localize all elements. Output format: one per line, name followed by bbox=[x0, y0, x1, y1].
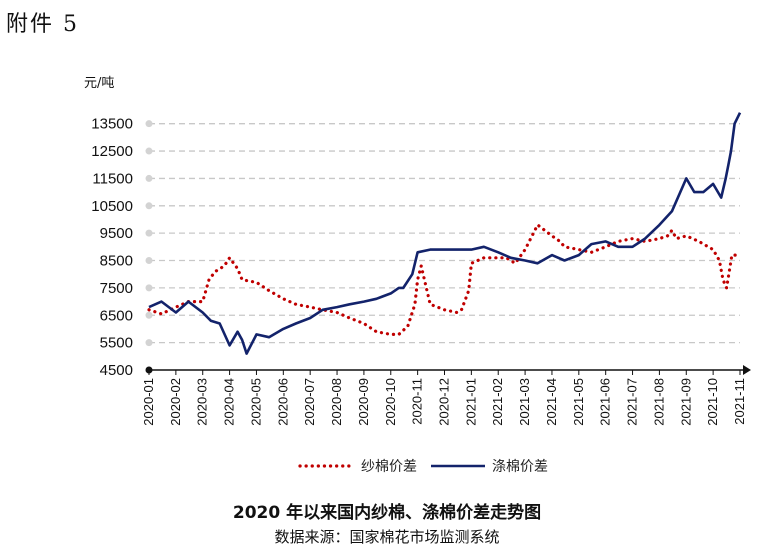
x-tick-label: 2021-05 bbox=[571, 378, 586, 426]
series-line-0 bbox=[147, 223, 742, 336]
series-layer bbox=[147, 112, 742, 355]
y-tick-dot bbox=[145, 174, 153, 182]
y-tick-label: 9500 bbox=[100, 225, 133, 242]
x-tick-label: 2020-03 bbox=[195, 378, 210, 426]
x-tick-label: 2020-02 bbox=[168, 378, 183, 426]
x-tick-label: 2021-08 bbox=[651, 378, 666, 426]
x-tick-label: 2020-12 bbox=[437, 378, 452, 426]
legend: 纱棉价差 涤棉价差 bbox=[298, 458, 548, 475]
x-tick-label: 2020-04 bbox=[222, 378, 237, 426]
chart-title: 2020 年以来国内纱棉、涤棉价差走势图 bbox=[232, 503, 542, 523]
y-tick-dot bbox=[145, 202, 153, 210]
legend-label-yarn-cotton: 纱棉价差 bbox=[361, 458, 417, 475]
x-tick-label: 2021-10 bbox=[705, 378, 720, 426]
x-tick-label: 2020-08 bbox=[329, 378, 344, 426]
y-tick-label: 13500 bbox=[91, 116, 133, 133]
x-axis-arrow bbox=[743, 365, 751, 375]
y-tick-label: 12500 bbox=[91, 143, 133, 160]
y-tick-label: 11500 bbox=[92, 170, 133, 187]
y-tick-dot bbox=[145, 120, 153, 128]
x-tick-label: 2021-01 bbox=[463, 378, 478, 426]
y-axis: 4500 5500 6500 7500 8500 9500 10500 11500 12500 1… bbox=[91, 116, 133, 379]
y-tick-label: 10500 bbox=[91, 198, 133, 215]
y-tick-dot bbox=[145, 311, 153, 319]
chart-source: 数据来源：国家棉花市场监测系统 bbox=[274, 528, 500, 546]
y-tick-label: 8500 bbox=[100, 253, 133, 270]
y-tick-dot bbox=[145, 257, 153, 265]
grid-layer bbox=[145, 120, 740, 374]
y-axis-unit: 元/吨 bbox=[84, 76, 114, 91]
x-tick-label: 2020-01 bbox=[141, 378, 156, 426]
x-tick-label: 2020-06 bbox=[275, 378, 290, 426]
x-axis: 2020-01 2020-02 2020-03 2020-04 2020-05 2020-… bbox=[141, 365, 751, 426]
legend-label-poly-cotton: 涤棉价差 bbox=[492, 458, 548, 475]
y-tick-label: 5500 bbox=[100, 335, 133, 352]
x-tick-label: 2020-10 bbox=[383, 378, 398, 426]
x-tick-label: 2021-09 bbox=[678, 378, 693, 426]
x-tick-label: 2020-05 bbox=[248, 378, 263, 426]
x-tick-label: 2021-07 bbox=[625, 378, 640, 426]
x-tick-label: 2021-02 bbox=[490, 378, 505, 426]
y-tick-dot bbox=[145, 284, 153, 292]
y-tick-dot bbox=[145, 339, 153, 347]
x-tick-label: 2020-11 bbox=[410, 378, 425, 425]
y-tick-dot bbox=[145, 229, 153, 237]
x-tick-label: 2021-11 bbox=[732, 378, 747, 425]
y-tick-label: 7500 bbox=[100, 280, 133, 297]
series-line-1 bbox=[148, 112, 742, 355]
y-tick-label: 4500 bbox=[100, 362, 133, 379]
x-tick-label: 2020-09 bbox=[356, 378, 371, 426]
attachment-label: 附件 5 bbox=[6, 12, 79, 37]
x-tick-label: 2021-04 bbox=[544, 378, 559, 426]
y-tick-dot bbox=[145, 147, 153, 155]
x-tick-label: 2020-07 bbox=[302, 378, 317, 426]
y-tick-label: 6500 bbox=[100, 307, 133, 324]
x-tick-label: 2021-06 bbox=[598, 378, 613, 426]
x-tick-label: 2021-03 bbox=[517, 378, 532, 426]
